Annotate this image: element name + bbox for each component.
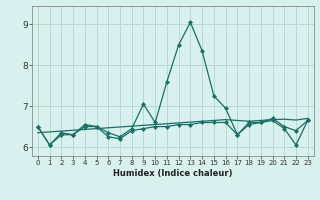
X-axis label: Humidex (Indice chaleur): Humidex (Indice chaleur) xyxy=(113,169,233,178)
